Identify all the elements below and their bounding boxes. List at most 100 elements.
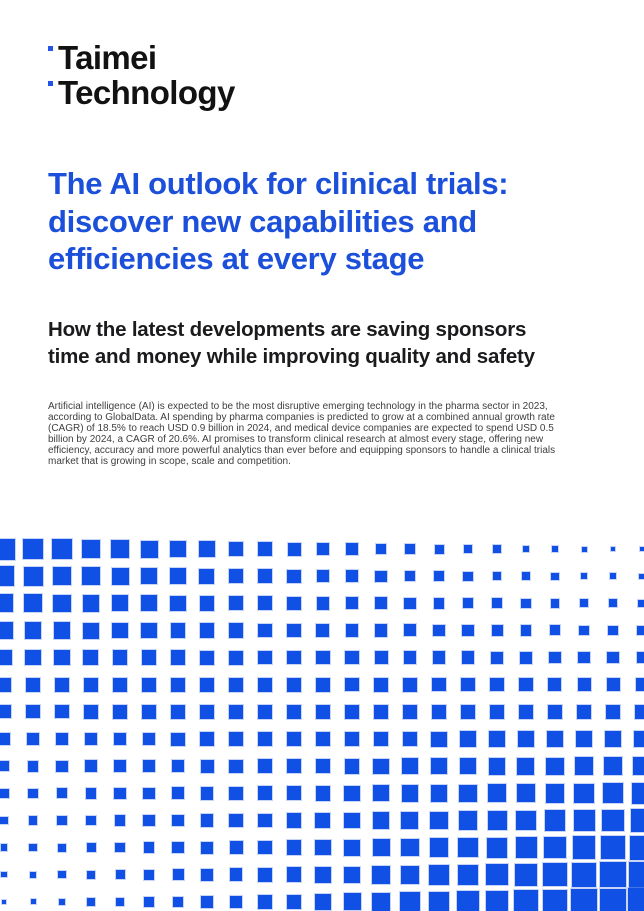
pattern-square [492,598,502,609]
pattern-square [83,677,99,692]
pattern-square [229,732,243,746]
page-subtitle: How the latest developments are saving s… [48,316,608,370]
pattern-square [638,599,644,607]
pattern-square [628,861,644,888]
pattern-square [229,786,243,800]
pattern-square [493,545,501,553]
pattern-square [82,567,100,585]
pattern-square [640,547,644,551]
pattern-square [522,572,530,581]
pattern-square [549,651,561,664]
pattern-square [577,678,591,692]
pattern-square [287,623,301,638]
pattern-square [610,546,616,552]
pattern-square [143,787,155,800]
pattern-square [0,566,14,586]
pattern-square [603,757,623,776]
pattern-square [287,596,301,610]
pattern-square [489,731,505,747]
pattern-square [345,624,359,637]
pattern-square [258,732,272,746]
pattern-square [144,869,154,880]
pattern-square [373,731,389,747]
pattern-square [53,622,71,639]
pattern-square [345,597,359,610]
pattern-square [432,651,446,664]
pattern-square [199,650,215,665]
pattern-square [170,595,186,611]
pattern-square [373,758,389,774]
pattern-square [140,540,158,558]
pattern-square [140,567,158,585]
pattern-square [229,677,243,692]
pattern-square [520,651,532,664]
pattern-square [374,624,388,637]
pattern-square [316,623,330,637]
pattern-square [403,651,417,664]
pattern-square [258,623,272,638]
pattern-square [543,863,567,887]
pattern-square [258,813,272,828]
pattern-square [172,841,184,854]
title-line-1: The AI outlook for clinical trials: [48,166,509,201]
pattern-square [345,677,359,692]
pattern-square [401,838,419,857]
pattern-square [169,540,187,558]
pattern-square [29,843,37,852]
title-line-3: efficiencies at every stage [48,241,425,276]
pattern-square [0,816,8,825]
pattern-square [486,864,508,886]
pattern-square [343,893,361,911]
pattern-square [24,594,42,613]
pattern-square [516,810,536,831]
pattern-square [258,596,272,611]
pattern-square [607,652,619,664]
pattern-square [111,567,129,585]
logo-line-2: Technology [48,75,235,110]
pattern-square [0,594,14,613]
page-title: The AI outlook for clinical trials: disc… [48,165,618,278]
pattern-square [602,809,624,832]
pattern-square [144,897,154,907]
pattern-square [458,811,478,830]
pattern-square [547,731,563,747]
pattern-square [343,866,361,884]
pattern-square [170,623,186,638]
pattern-square [490,678,504,692]
pattern-square [548,678,562,692]
pattern-square [601,835,625,860]
pattern-square [86,843,96,853]
pattern-square [172,896,184,908]
pattern-square [372,839,390,857]
pattern-square [544,836,566,859]
pattern-square [343,839,361,856]
pattern-square [171,705,185,719]
pattern-square [431,704,447,720]
pattern-square [2,899,6,904]
pattern-square [229,650,243,665]
pattern-square [375,570,387,582]
pattern-square [141,677,156,692]
pattern-square [229,705,243,719]
pattern-square [462,598,474,609]
pattern-square [545,783,565,803]
pattern-square [112,650,128,665]
pattern-square [521,598,531,608]
pattern-square [85,760,97,772]
pattern-square [522,545,530,553]
pattern-square [228,623,244,638]
pattern-square [25,649,41,666]
pattern-square [345,651,359,665]
pattern-square [143,814,155,827]
pattern-square [0,621,13,639]
pattern-square [53,594,71,612]
pattern-square [28,788,38,799]
pattern-square [228,596,244,611]
pattern-square [372,866,390,884]
dot-pattern-decoration [0,530,644,911]
pattern-square [83,622,99,639]
pattern-square [315,758,331,774]
pattern-square [113,732,127,746]
pattern-square [316,596,330,610]
